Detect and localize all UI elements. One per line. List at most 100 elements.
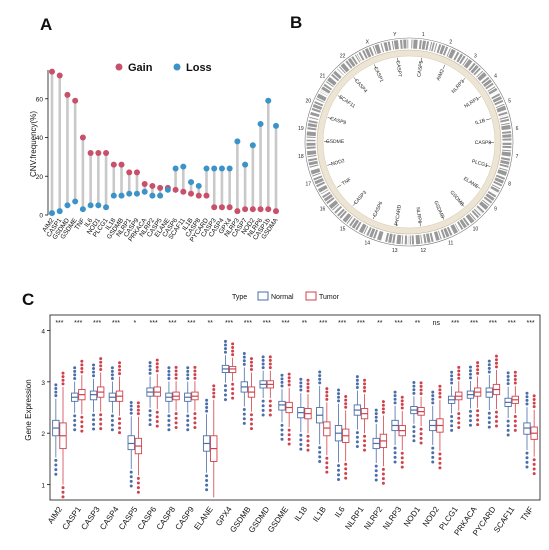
outlier-point bbox=[174, 416, 178, 420]
outlier-point bbox=[136, 486, 140, 490]
y-axis-label: Gene Expression bbox=[24, 379, 33, 440]
outlier-point bbox=[431, 394, 435, 398]
outlier-point bbox=[337, 399, 341, 403]
outlier-point bbox=[148, 409, 152, 413]
outlier-point bbox=[287, 442, 291, 446]
outlier-point bbox=[280, 428, 284, 432]
outlier-point bbox=[513, 428, 517, 432]
outlier-point bbox=[450, 424, 454, 428]
outlier-point bbox=[525, 456, 529, 460]
chromosome-boundary bbox=[309, 114, 320, 119]
outlier-point bbox=[223, 393, 227, 397]
outlier-point bbox=[506, 424, 510, 428]
outlier-point bbox=[280, 437, 284, 441]
outlier-point bbox=[193, 426, 197, 430]
outlier-point bbox=[381, 472, 385, 476]
outlier-point bbox=[506, 433, 510, 437]
outlier-point bbox=[299, 443, 303, 446]
outlier-point bbox=[400, 399, 404, 403]
outlier-point bbox=[487, 411, 491, 415]
outlier-point bbox=[99, 413, 103, 417]
outlier-point bbox=[431, 455, 435, 459]
chromosome-boundary bbox=[335, 68, 344, 77]
chromosome-boundary bbox=[319, 89, 329, 97]
loss-point bbox=[164, 186, 171, 193]
outlier-point bbox=[438, 384, 442, 388]
significance-label: *** bbox=[489, 320, 497, 327]
outlier-point bbox=[494, 410, 498, 414]
outlier-point bbox=[268, 408, 272, 412]
circos-outer-ring bbox=[304, 37, 514, 247]
chromosome-boundary bbox=[454, 52, 462, 62]
outlier-point bbox=[205, 488, 209, 492]
outlier-point bbox=[344, 467, 348, 471]
outlier-point bbox=[148, 423, 152, 427]
loss-point bbox=[141, 188, 148, 195]
outlier-point bbox=[363, 382, 367, 386]
outlier-point bbox=[167, 369, 171, 373]
outlier-point bbox=[110, 377, 114, 381]
outlier-point bbox=[205, 402, 209, 406]
outlier-point bbox=[80, 363, 84, 367]
gain-point bbox=[103, 150, 110, 156]
outlier-point bbox=[506, 378, 510, 382]
loss-point bbox=[56, 208, 63, 215]
outlier-point bbox=[268, 362, 272, 366]
x-tick-label: TNF bbox=[519, 505, 535, 523]
outlier-point bbox=[306, 382, 310, 386]
outlier-point bbox=[231, 345, 235, 349]
chromosome-label: 2 bbox=[449, 39, 452, 45]
panel-label-b: B bbox=[290, 13, 302, 32]
outlier-point bbox=[355, 431, 359, 435]
outlier-point bbox=[337, 473, 341, 477]
outlier-point bbox=[223, 339, 227, 343]
gain-point bbox=[157, 184, 164, 191]
outlier-point bbox=[249, 422, 253, 426]
outlier-point bbox=[400, 402, 404, 406]
legend-tumor-swatch bbox=[305, 291, 317, 301]
loss-point bbox=[226, 165, 233, 172]
chromosome-label: 16 bbox=[320, 206, 326, 212]
outlier-point bbox=[268, 404, 272, 408]
outlier-point bbox=[110, 419, 114, 423]
loss-point bbox=[79, 206, 86, 213]
outlier-point bbox=[61, 490, 65, 494]
outlier-point bbox=[80, 425, 84, 429]
chromosome-label: Y bbox=[393, 32, 397, 38]
significance-label: *** bbox=[451, 320, 459, 327]
outlier-point bbox=[92, 427, 96, 431]
outlier-point bbox=[363, 448, 367, 452]
significance-label: *** bbox=[319, 320, 327, 327]
outlier-point bbox=[381, 410, 385, 414]
outlier-point bbox=[457, 412, 461, 416]
gene-connector bbox=[476, 96, 481, 100]
outlier-point bbox=[374, 473, 378, 477]
outlier-point bbox=[344, 405, 348, 409]
outlier-point bbox=[374, 478, 378, 482]
outlier-point bbox=[393, 390, 397, 394]
gain-point bbox=[188, 190, 195, 197]
outlier-point bbox=[325, 461, 329, 465]
outlier-point bbox=[468, 376, 472, 380]
outlier-point bbox=[268, 399, 272, 403]
outlier-point bbox=[287, 383, 291, 387]
outlier-point bbox=[457, 369, 461, 373]
outlier-point bbox=[287, 433, 291, 437]
outlier-point bbox=[155, 415, 159, 419]
outlier-point bbox=[80, 420, 84, 424]
outlier-point bbox=[80, 429, 84, 433]
outlier-point bbox=[431, 397, 435, 401]
chromosome-boundary bbox=[309, 165, 320, 170]
gene-label: IL1B bbox=[475, 118, 487, 127]
outlier-point bbox=[205, 474, 209, 478]
gene-connector bbox=[419, 221, 421, 227]
gain-point bbox=[273, 208, 279, 215]
outlier-point bbox=[306, 439, 310, 443]
outlier-point bbox=[299, 433, 303, 437]
outlier-point bbox=[110, 369, 114, 373]
outlier-point bbox=[393, 451, 397, 455]
y-tick-label: 60 bbox=[36, 96, 44, 103]
chromosome-label: 8 bbox=[508, 182, 511, 188]
outlier-point bbox=[487, 421, 491, 425]
gain-point bbox=[118, 161, 125, 168]
